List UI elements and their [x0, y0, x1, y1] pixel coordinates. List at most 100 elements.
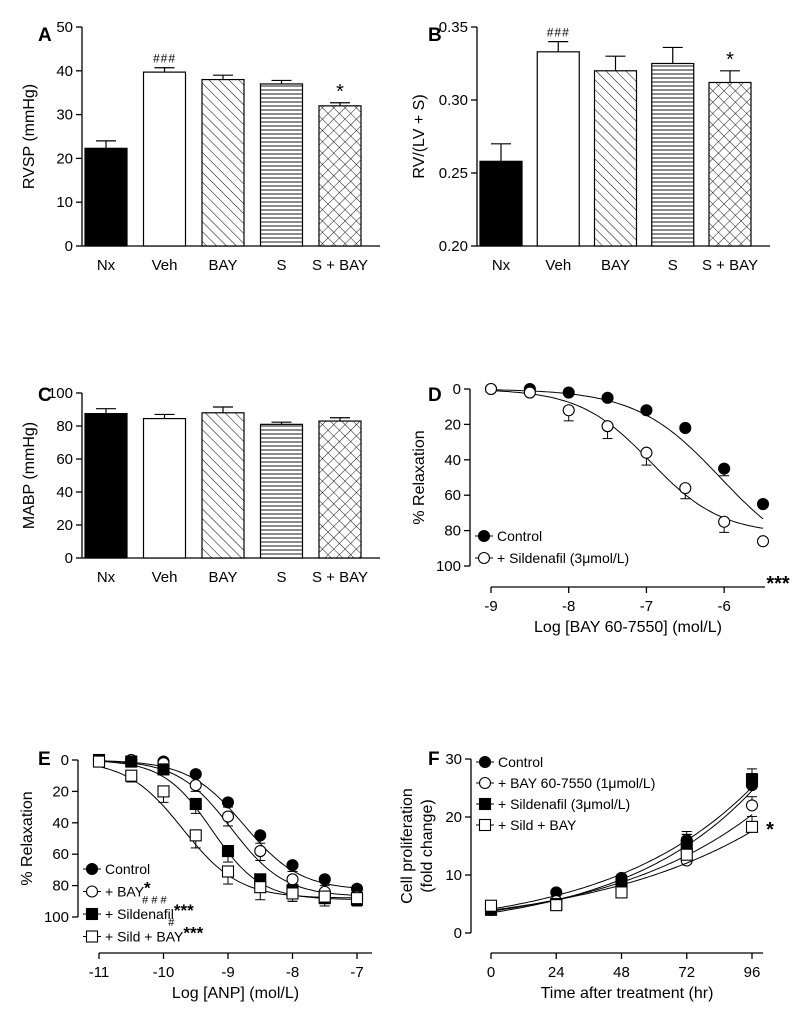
data-point: [157, 785, 170, 798]
legend-text: + Sildenafil: [105, 906, 174, 922]
x-tick-label: -8: [286, 964, 299, 981]
data-point: [640, 404, 653, 417]
legend-marker: [478, 797, 492, 811]
category-label: S + BAY: [312, 569, 368, 586]
y-axis-label: RVSP (mmHg): [21, 84, 38, 189]
data-point: [221, 845, 235, 858]
y-tick-label: 80: [56, 418, 73, 435]
bar-s: [651, 62, 695, 247]
y-tick-label: 0.30: [439, 92, 468, 109]
data-point: [254, 881, 267, 894]
y-tick-label: 20: [56, 517, 73, 534]
panel-letter: F: [428, 749, 440, 770]
y-tick-label: 20: [444, 416, 461, 433]
data-point: [125, 769, 138, 782]
legend-item: Control: [83, 861, 150, 877]
y-tick-label: 20: [56, 150, 73, 167]
x-axis-label: Log [ANP] (mol/L): [172, 985, 299, 1002]
bar-s-bay: [318, 105, 362, 247]
series-0: [484, 382, 770, 520]
x-tick-label: 0: [487, 964, 495, 981]
y-tick-label: 10: [445, 867, 462, 884]
legend-label: + Sildenafil*** #: [105, 901, 194, 929]
category-label: Nx: [97, 257, 116, 274]
legend-significance-star: *: [144, 879, 151, 898]
y-tick-label: 40: [52, 815, 69, 832]
data-point: [562, 386, 575, 399]
legend-item: + Sild + BAY: [476, 817, 577, 833]
y-axis-label: MABP (mmHg): [21, 422, 38, 529]
data-point: [157, 763, 170, 776]
y-tick-label: 60: [444, 487, 461, 504]
legend-significance-star: ***: [183, 924, 203, 943]
fit-curve: [490, 390, 764, 529]
x-tick-label: -11: [89, 964, 110, 981]
legend-item: + Sildenafil*** #: [83, 901, 194, 929]
y-tick-label: 0: [454, 925, 462, 942]
legend-label: + Sild + BAY***: [105, 924, 204, 945]
data-point: [601, 391, 614, 404]
legend-label: + Sild + BAY: [498, 817, 577, 833]
y-tick-label: 0: [61, 752, 69, 769]
panel-letter: A: [38, 25, 52, 46]
significance-annotation: *: [766, 819, 774, 841]
legend-text: + Sild + BAY: [105, 929, 184, 945]
category-label: Veh: [545, 257, 571, 274]
x-tick-label: -8: [562, 598, 575, 615]
legend-text: + Sildenafil (3μmol/L): [498, 796, 630, 812]
legend-item: + Sildenafil (3μmol/L): [475, 550, 629, 566]
x-tick-label: 24: [548, 964, 565, 981]
y-axis-label: % Relaxation: [411, 430, 428, 524]
legend-marker: [85, 862, 99, 876]
x-tick-label: 48: [613, 964, 630, 981]
legend-marker: [85, 885, 99, 898]
data-point: [523, 386, 536, 399]
y-tick-label: 50: [56, 19, 73, 36]
legend-marker: [478, 755, 492, 769]
data-point: [745, 820, 759, 833]
y-tick-label: 100: [48, 385, 73, 402]
data-point: [125, 755, 138, 768]
y-axis-label: % Relaxation: [19, 791, 36, 885]
y-tick-label: 100: [436, 558, 461, 575]
significance-annotation: *: [336, 81, 344, 103]
panel-b: B 0.20 0.25 0.30 0.35 RV/(LV + S) Nx Veh ### BAY S…: [411, 19, 770, 274]
category-label: BAY: [601, 257, 630, 274]
y-axis-label: (fold change): [419, 799, 436, 892]
panel-letter: E: [38, 749, 51, 770]
data-point: [286, 873, 299, 886]
category-label: S: [276, 257, 286, 274]
bar-s-bay: [708, 81, 752, 247]
y-tick-label: 30: [445, 751, 462, 768]
legend-marker: [477, 529, 491, 543]
legend-marker: [85, 907, 99, 921]
bar-s-bay: [318, 420, 362, 559]
legend-label: + BAY* # # #: [105, 879, 168, 907]
legend-significance-hash: #: [168, 917, 175, 929]
data-point: [221, 865, 235, 878]
legend-label: Control: [105, 861, 150, 877]
y-tick-label: 60: [52, 846, 69, 863]
legend-item: + Sildenafil (3μmol/L): [476, 796, 630, 812]
x-axis-label: Log [BAY 60-7550] (mol/L): [534, 619, 722, 636]
legend-text: + BAY: [105, 884, 145, 900]
legend-label: + Sildenafil (3μmol/L): [498, 796, 630, 812]
data-point: [601, 420, 614, 433]
data-point: [189, 779, 202, 792]
category-label: S: [276, 569, 286, 586]
bar-bay: [593, 70, 638, 247]
y-tick-label: 80: [52, 878, 69, 895]
y-tick-label: 10: [56, 194, 73, 211]
series-3: [484, 815, 759, 912]
category-label: S + BAY: [312, 257, 368, 274]
data-point: [718, 462, 731, 475]
category-label: BAY: [209, 569, 238, 586]
category-label: Nx: [492, 257, 511, 274]
data-point: [484, 382, 498, 396]
bar-nx: [479, 160, 523, 247]
legend-text: + BAY 60-7550 (1μmol/L): [498, 775, 655, 791]
legend-label: Control: [498, 754, 543, 770]
legend-item: + BAY* # # #: [83, 879, 168, 907]
data-point: [615, 886, 628, 899]
bar-veh: [142, 417, 187, 559]
